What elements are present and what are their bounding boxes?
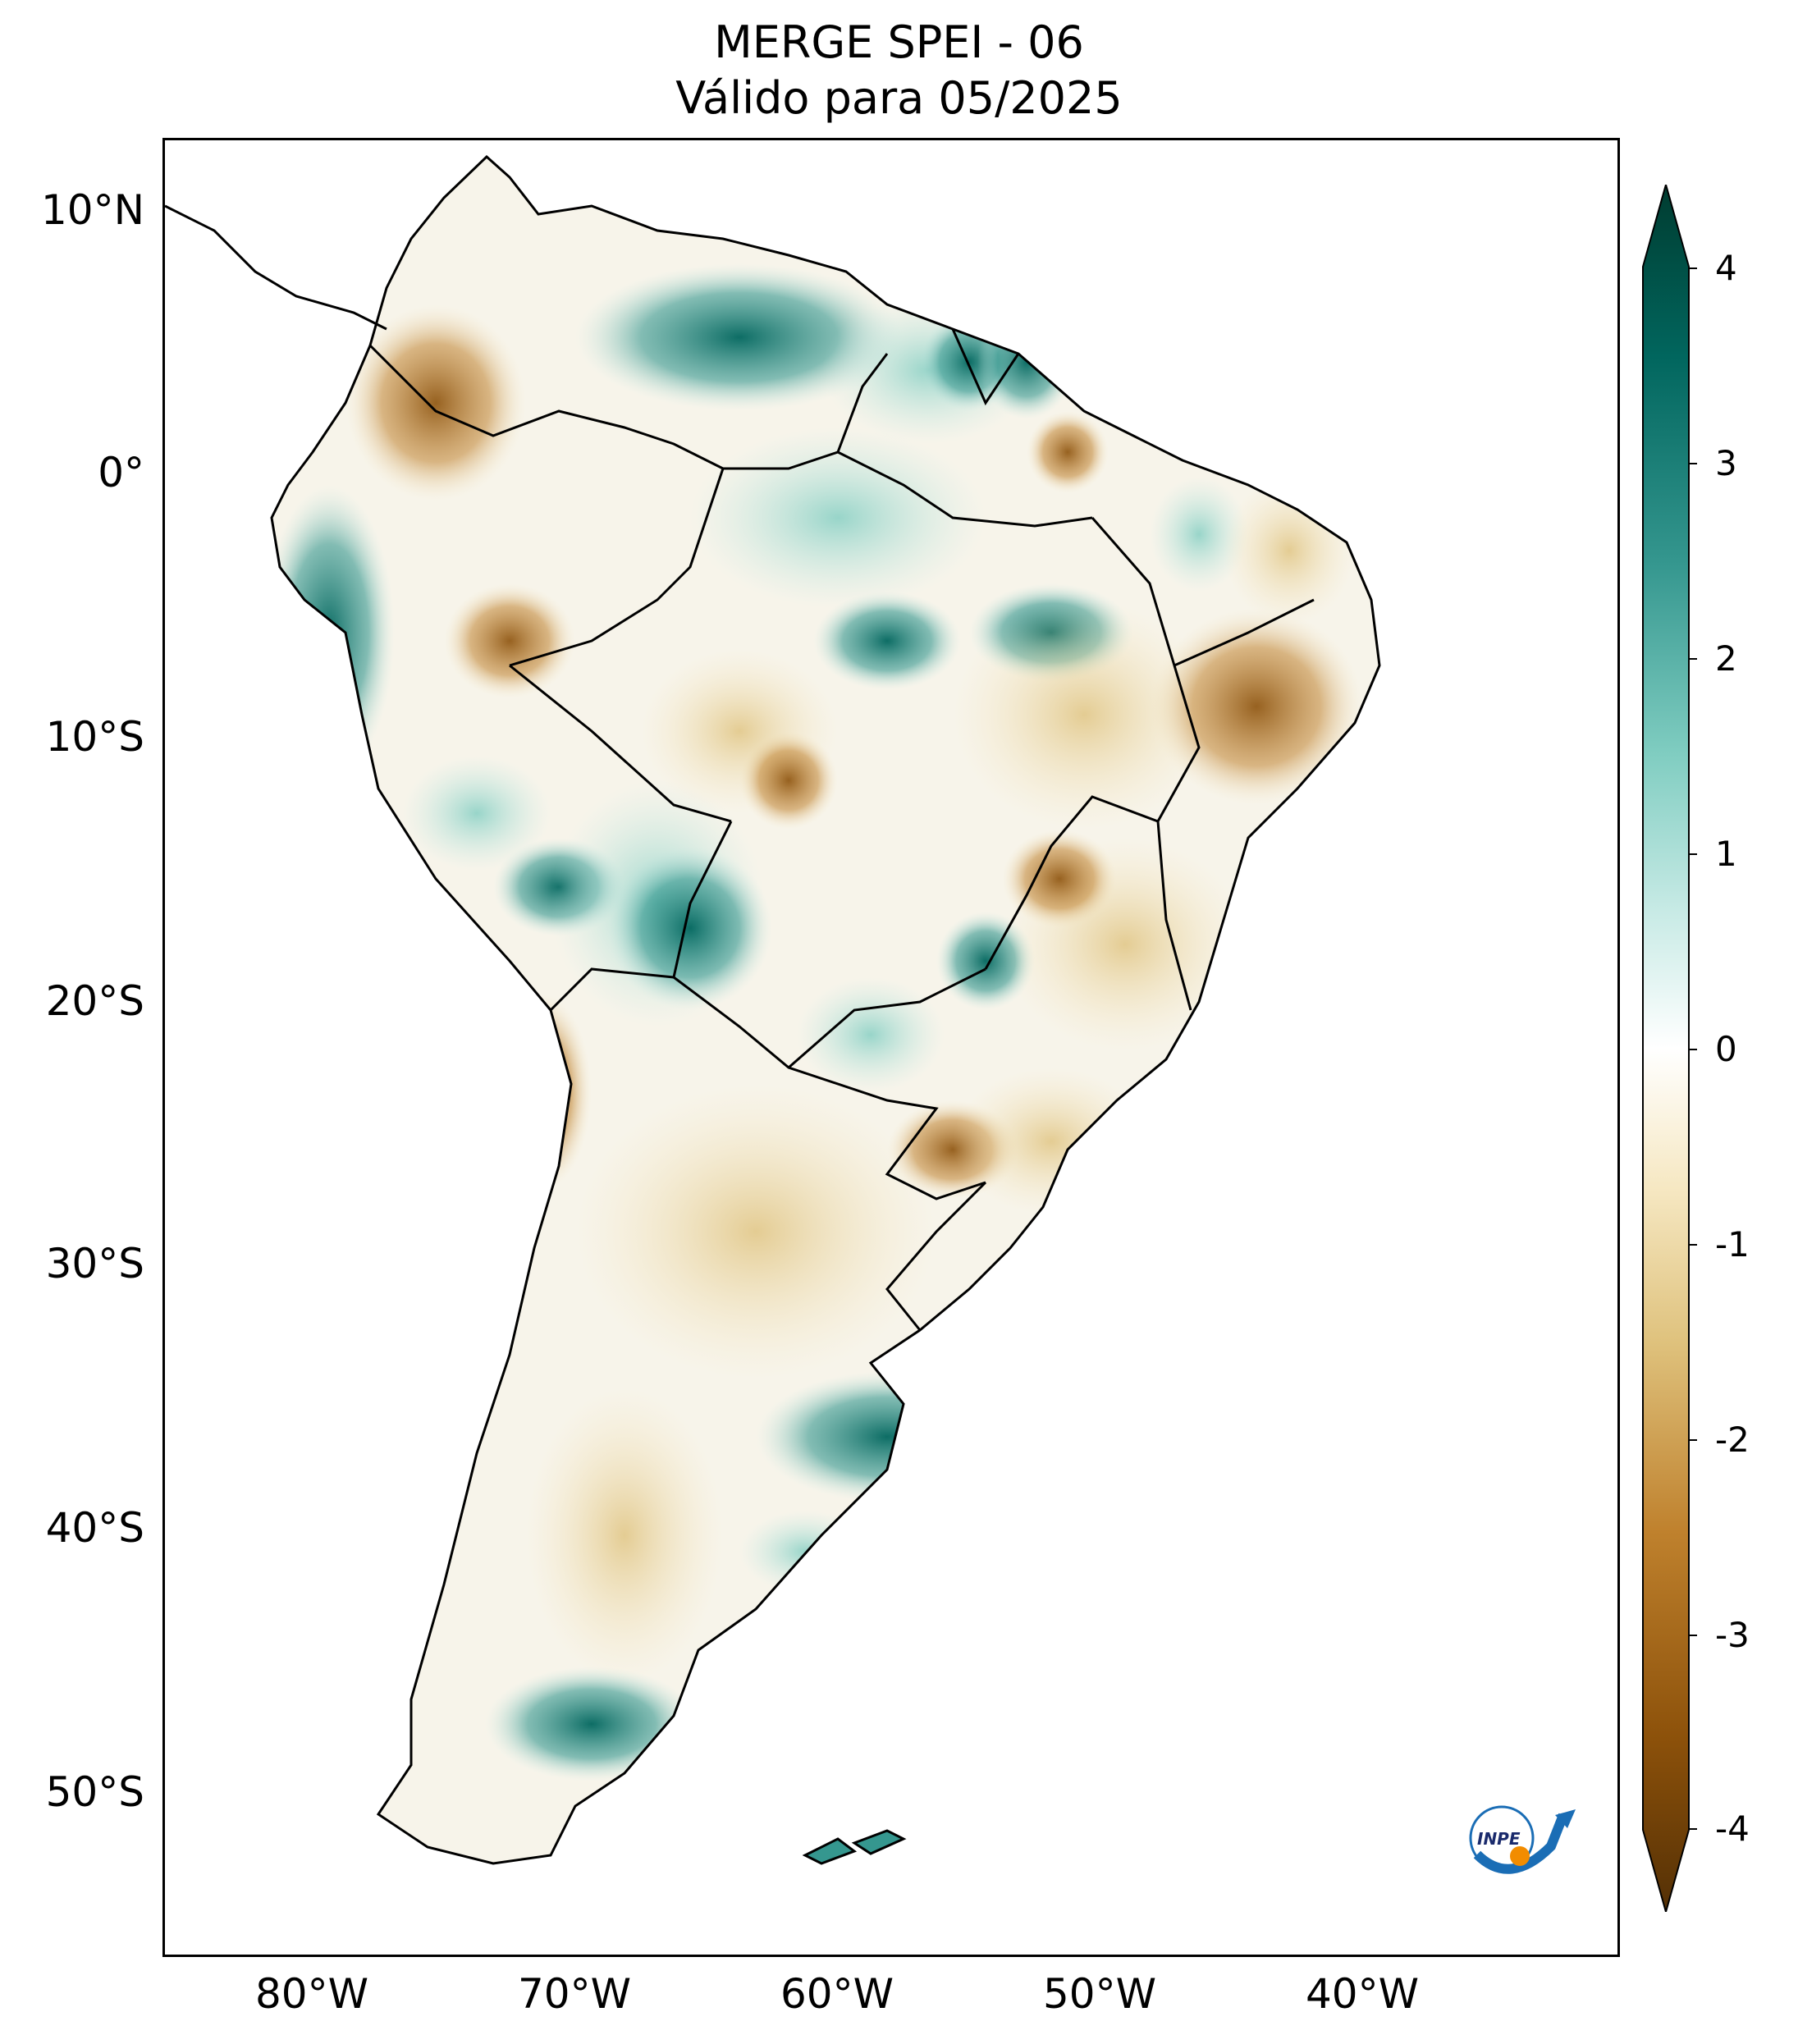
lat-label-20s: 20°S: [45, 977, 144, 1025]
colorbar-bar: [1642, 185, 1690, 1912]
cbar-label-1: 1: [1715, 834, 1737, 874]
map-panel: [162, 138, 1620, 1957]
falkland-islands: [802, 1829, 907, 1865]
cbar-label-neg1: -1: [1715, 1224, 1750, 1264]
lon-label-60w: 60°W: [780, 1970, 894, 2018]
lat-label-10s: 10°S: [45, 713, 144, 761]
lon-label-80w: 80°W: [254, 1970, 369, 2018]
cbar-label-neg4: -4: [1715, 1809, 1750, 1849]
continent-outline: [270, 154, 1381, 1865]
lon-label-40w: 40°W: [1305, 1970, 1420, 2018]
lon-label-70w: 70°W: [517, 1970, 632, 2018]
cbar-label-3: 3: [1715, 443, 1737, 483]
cbar-label-neg2: -2: [1715, 1420, 1750, 1460]
logo-text: INPE: [1477, 1829, 1521, 1849]
lat-label-30s: 30°S: [45, 1240, 144, 1287]
inpe-logo: INPE: [1469, 1805, 1576, 1874]
colorbar: [1642, 185, 1697, 1912]
lat-label-0: 0°: [98, 449, 144, 496]
lon-label-50w: 50°W: [1042, 1970, 1157, 2018]
spei-field: [272, 157, 1379, 1863]
cbar-label-4: 4: [1715, 248, 1737, 288]
cbar-label-2: 2: [1715, 638, 1737, 679]
south-america-map: [165, 154, 1381, 1865]
lat-label-50s: 50°S: [45, 1768, 144, 1816]
lat-label-10n: 10°N: [40, 186, 144, 234]
cbar-label-neg3: -3: [1715, 1615, 1750, 1655]
colorbar-ticks: [1689, 268, 1697, 1830]
map-title: MERGE SPEI - 06: [714, 16, 1084, 68]
lat-label-40s: 40°S: [45, 1504, 144, 1552]
map-subtitle: Válido para 05/2025: [675, 72, 1123, 124]
cbar-label-0: 0: [1715, 1029, 1737, 1069]
central-america-outline: [165, 204, 387, 331]
country-borders: [368, 328, 1315, 1331]
